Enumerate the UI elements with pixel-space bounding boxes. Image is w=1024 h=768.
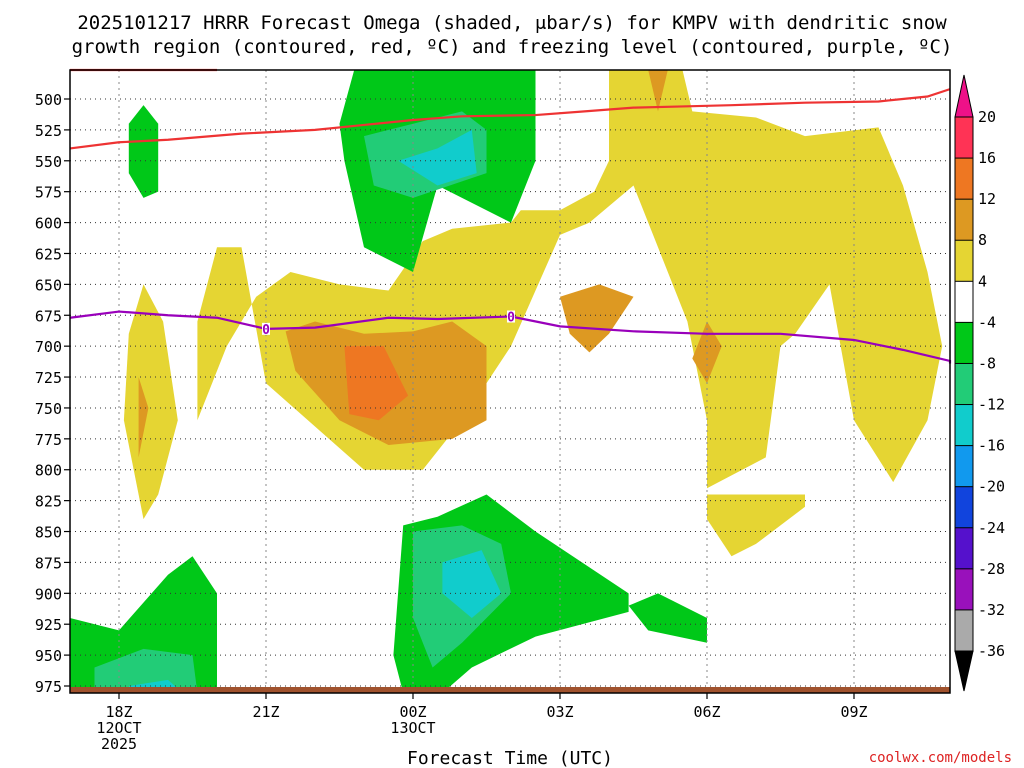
colorbar-label-12: -32: [978, 601, 1005, 619]
x-tick-label-15-0: 09Z: [840, 703, 867, 721]
colorbar-label-6: -8: [978, 354, 996, 372]
colorbar-bottom-arrow: [954, 650, 974, 692]
colorbar-label-11: -28: [978, 560, 1005, 578]
omega-shaded-regions: [70, 70, 943, 693]
colorbar-label-5: -4: [978, 313, 996, 331]
ground-surface-bar: [70, 687, 950, 693]
x-tick-label-9-0: 03Z: [546, 703, 573, 721]
y-tick-label-825: 825: [35, 493, 62, 511]
y-tick-label-800: 800: [35, 462, 62, 480]
colorbar-swatch-10: [954, 527, 974, 570]
grid-lines: [70, 70, 950, 693]
y-tick-label-900: 900: [35, 585, 62, 603]
omega-region-19: [94, 648, 198, 693]
chart-title-line2: growth region (contoured, red, ºC) and f…: [72, 36, 953, 58]
freezing-level-label-0: 0: [262, 323, 270, 338]
x-tick-label-0-2: 2025: [101, 735, 137, 753]
y-tick-label-625: 625: [35, 245, 62, 263]
x-tick-label-3-0: 21Z: [252, 703, 279, 721]
y-tick-label-600: 600: [35, 215, 62, 233]
y-tick-label-850: 850: [35, 524, 62, 542]
omega-region-1: [123, 284, 178, 520]
colorbar-swatch-2: [954, 198, 974, 242]
x-tick-label-0-0: 18Z: [105, 703, 132, 721]
colorbar-label-2: 12: [978, 190, 996, 208]
colorbar-label-9: -20: [978, 478, 1005, 496]
dendritic-contour-lower: [69, 88, 951, 150]
omega-region-7: [560, 284, 634, 353]
colorbar-label-4: 4: [978, 272, 987, 290]
colorbar-label-0: 20: [978, 108, 996, 126]
y-tick-label-550: 550: [35, 153, 62, 171]
freezing-label-bg-0: [262, 322, 270, 335]
colorbar-swatch-5: [954, 321, 974, 365]
y-tick-label-975: 975: [35, 678, 62, 696]
omega-region-13: [128, 105, 159, 198]
omega-region-9: [648, 70, 668, 112]
credit-text: coolwx.com/models: [869, 750, 1012, 766]
colorbar: 20 16 12 8 4 -4 -8 -12 -16 -20 -24 -28 -32 -36: [954, 74, 1005, 692]
colorbar-swatch-6: [954, 362, 974, 406]
x-tick-label-6-1: 13OCT: [390, 719, 435, 737]
y-tick-label-925: 925: [35, 616, 62, 634]
omega-region-20: [398, 129, 477, 186]
colorbar-label-7: -12: [978, 396, 1005, 414]
colorbar-label-13: -36: [978, 642, 1005, 660]
omega-region-10: [138, 377, 149, 458]
colorbar-swatch-3: [954, 239, 974, 283]
omega-region-11: [344, 346, 409, 421]
chart-title-line1: 2025101217 HRRR Forecast Omega (shaded, …: [77, 12, 947, 34]
colorbar-swatch-9: [954, 486, 974, 529]
x-tick-label-12-0: 06Z: [693, 703, 720, 721]
colorbar-label-3: 8: [978, 231, 987, 249]
y-axis: 500 525 550 575 600 625 650 675 700 725 750 775 800 8…: [35, 91, 70, 696]
y-tick-label-950: 950: [35, 647, 62, 665]
colorbar-label-1: 16: [978, 149, 996, 167]
freezing-level-label-1: 0: [507, 310, 515, 325]
omega-region-21: [442, 550, 502, 619]
colorbar-swatch-11: [954, 568, 974, 611]
plot-area: 00: [69, 68, 952, 694]
y-tick-label-775: 775: [35, 431, 62, 449]
colorbar-swatch-8: [954, 445, 974, 488]
omega-region-16: [628, 593, 707, 643]
colorbar-swatch-0: [954, 116, 974, 160]
colorbar-swatch-7: [954, 404, 974, 447]
y-tick-label-650: 650: [35, 276, 62, 294]
x-tick-label-0-1: 12OCT: [96, 719, 141, 737]
colorbar-swatch-4: [954, 280, 974, 324]
y-tick-label-675: 675: [35, 307, 62, 325]
colorbar-swatch-12: [954, 609, 974, 653]
y-tick-label-875: 875: [35, 554, 62, 572]
colorbar-label-10: -24: [978, 519, 1005, 537]
y-tick-label-700: 700: [35, 338, 62, 356]
colorbar-top-arrow: [954, 74, 974, 118]
plot-frame: [69, 69, 951, 694]
omega-region-3: [707, 494, 805, 557]
y-tick-label-750: 750: [35, 400, 62, 418]
colorbar-label-8: -16: [978, 437, 1005, 455]
x-tick-label-6-0: 00Z: [399, 703, 426, 721]
x-axis-label: Forecast Time (UTC): [407, 748, 613, 768]
y-tick-label-575: 575: [35, 184, 62, 202]
colorbar-swatch-1: [954, 157, 974, 201]
y-tick-label-500: 500: [35, 91, 62, 109]
y-tick-label-525: 525: [35, 122, 62, 140]
y-tick-label-725: 725: [35, 369, 62, 387]
freezing-label-bg-1: [507, 310, 515, 323]
